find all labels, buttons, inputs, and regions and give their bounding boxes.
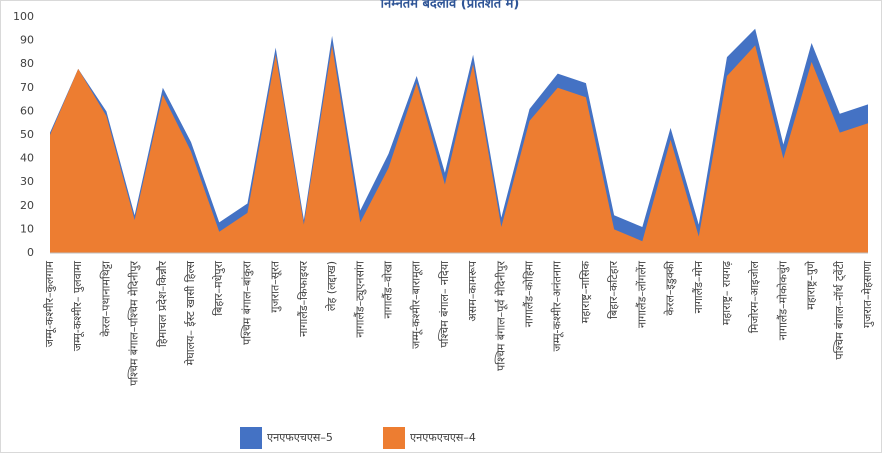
y-tick-label: 60 — [20, 104, 34, 117]
x-tick-label: नागालैंड–मोकोकचुंग — [776, 260, 789, 340]
y-tick-label: 70 — [20, 81, 34, 94]
x-tick-label: जम्मू-कश्मीर–बारामूला — [410, 261, 424, 349]
legend-label: एनएफएचएस–5 — [267, 431, 333, 444]
x-tick-label: पश्चिम बंगाल–बांकुरा — [240, 261, 253, 345]
y-tick-label: 20 — [20, 199, 34, 212]
x-tick-label: गुजरात–सूरत — [269, 260, 283, 312]
x-tick-label: पश्चिम बंगाल– नदिया — [438, 261, 451, 348]
x-tick-label: असम–कामरूप — [466, 260, 479, 321]
y-tick-label: 30 — [20, 175, 34, 188]
y-tick-label: 90 — [20, 34, 34, 47]
x-tick-label: पश्चिम बंगाल–पश्चिम मेदिनीपुर — [128, 261, 141, 386]
y-tick-label: 100 — [13, 10, 34, 23]
y-tick-label: 40 — [20, 152, 34, 165]
x-tick-label: मिजोरम–आइजोल — [748, 260, 761, 333]
x-tick-label: महाराष्ट्र– रायगढ़ — [720, 260, 733, 325]
x-tick-label: केरल–इडुक्की — [664, 261, 677, 316]
x-tick-label: नागालैंड–ट्युएनसांग — [353, 260, 366, 337]
x-tick-label: बिहार–कटिहार — [607, 261, 620, 319]
x-tick-label: हिमाचल प्रदेश–किन्नौर — [156, 261, 169, 348]
chart-title: निम्नतम बदलाव (प्रतिशत में) — [380, 0, 520, 12]
y-tick-label: 0 — [27, 246, 34, 259]
x-tick-label: लेह (लद्दाख) — [325, 261, 338, 311]
area — [50, 45, 868, 253]
x-tick-label: नागालैंड–कोहिमा — [523, 261, 536, 327]
legend-swatch — [383, 427, 405, 449]
x-tick-label: जम्मू-कश्मीर–कुलगाम — [43, 261, 57, 347]
x-tick-label: नागालैंड–किफाइयर — [297, 261, 310, 337]
x-tick-label: गुजरात–मेहसाणा — [861, 261, 874, 328]
y-tick-label: 10 — [20, 222, 34, 235]
x-tick-label: महाराष्ट्र–पुणे — [805, 260, 818, 310]
legend-swatch — [240, 427, 262, 449]
y-tick-label: 80 — [20, 57, 34, 70]
y-tick-label: 50 — [20, 128, 34, 141]
x-tick-label: नागालैंड–मोन — [692, 260, 705, 313]
x-tick-label: जम्मू-कश्मीर–अनंतनाग — [551, 260, 565, 351]
x-tick-label: बिहार–मधेपुरा — [212, 261, 225, 316]
x-tick-label: नागालैंड–लोंगलेंग — [635, 260, 648, 328]
legend-label: एनएफएचएस–4 — [410, 431, 476, 444]
x-tick-label: महाराष्ट्र–नासिक — [579, 260, 592, 323]
x-tick-label: पश्चिम बंगाल–नॉर्थ ट्वेंटी — [833, 261, 846, 360]
x-tick-label: केरल–पथानामथिट्टा — [99, 261, 112, 337]
x-tick-label: नागालैंड–वोखा — [381, 261, 394, 319]
x-tick-label: मेघालय– ईस्ट खासी हिल्स — [184, 260, 197, 365]
x-tick-label: जम्मू-कश्मीर– पुलवामा — [71, 261, 85, 351]
x-tick-label: पश्चिम बंगाल–पूर्व मेदिनीपुर — [494, 261, 508, 371]
